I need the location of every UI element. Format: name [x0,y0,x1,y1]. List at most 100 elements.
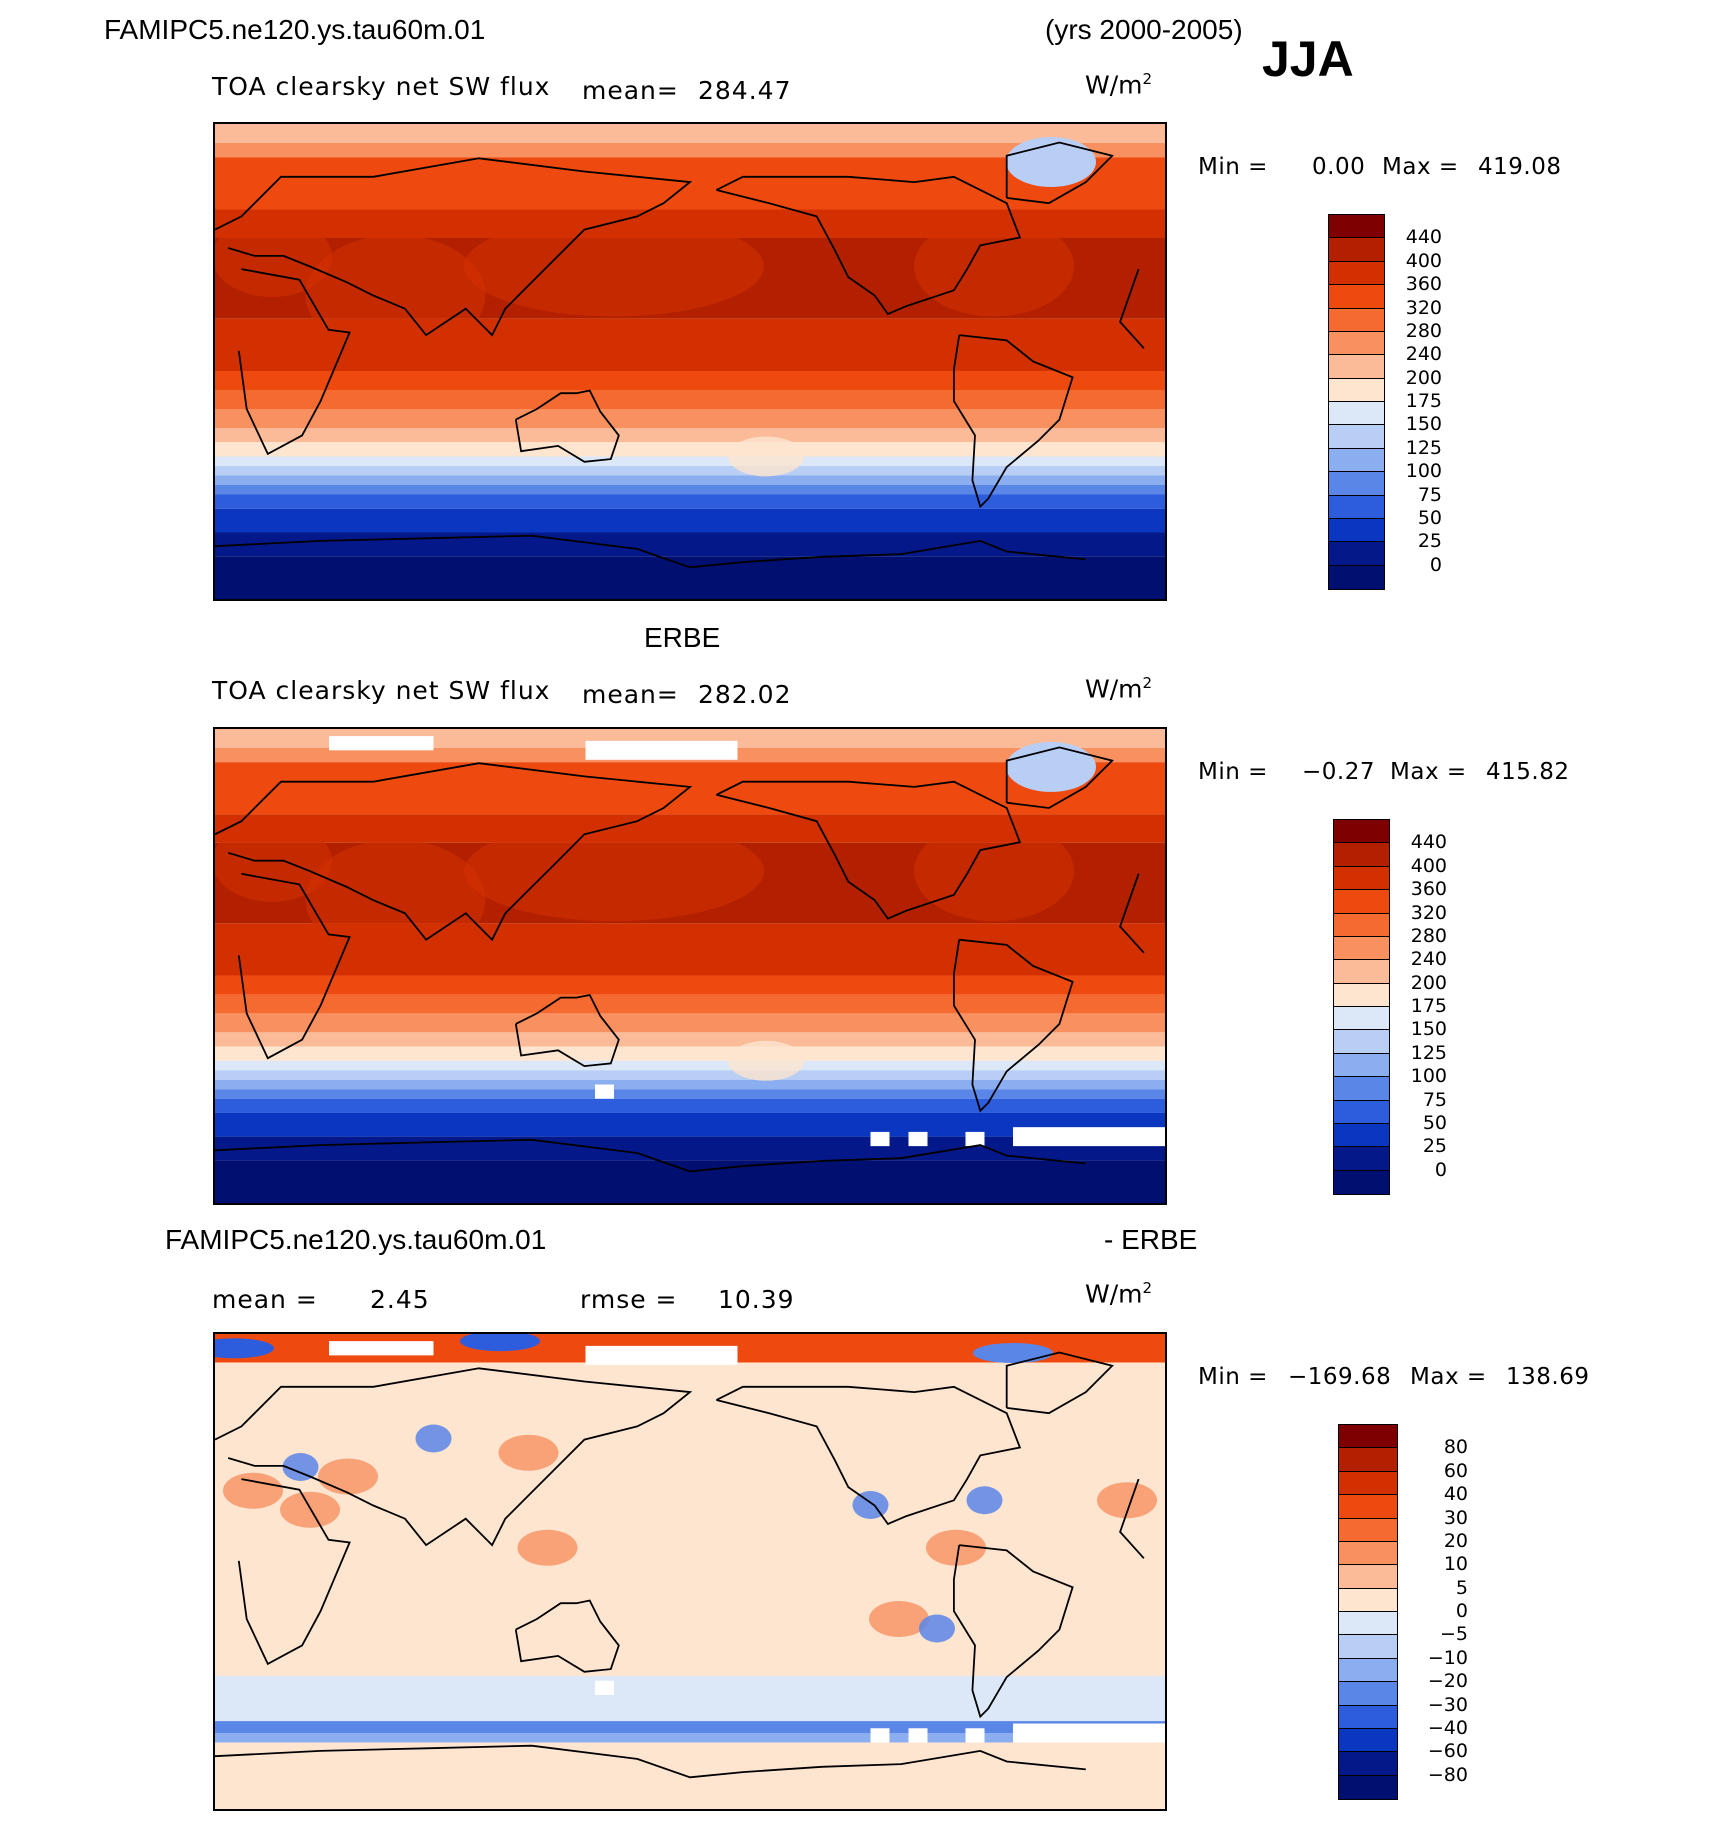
colorbar-tick-label: 400 [1410,854,1447,877]
coastline [215,534,1086,569]
coastline [237,1478,1145,1666]
lat-band [215,494,1165,509]
colorbar-tick-label: 360 [1410,878,1447,901]
colorbar-tick-label: 175 [1410,995,1447,1017]
missing-data [908,1131,928,1147]
missing-data [329,736,434,751]
coastline [1005,141,1114,205]
colorbar-cell [1329,378,1384,402]
southern-band [215,1721,1165,1733]
lat-band [215,1013,1165,1033]
colorbar-cell [1334,1053,1389,1078]
coastline [1005,1351,1114,1415]
coastline [514,389,620,463]
colorbar-cell [1339,1588,1397,1612]
colorbar-tick-label: 0 [1434,1158,1447,1181]
panel2-min-value: −0.27 [1302,759,1375,785]
panel3-units: W/m2 [1085,1279,1153,1309]
panel2-min-label: Min = [1198,759,1268,785]
diff-blotch [280,1491,340,1528]
colorbar-cell [1339,1752,1397,1776]
colorbar-cell [1339,1518,1397,1542]
land-shading [464,216,764,317]
panel1-mean-label: mean= [582,76,679,105]
lat-band [215,1079,1165,1090]
colorbar-cell [1329,238,1384,262]
colorbar-cell [1339,1565,1397,1589]
lat-band [215,1032,1165,1047]
colorbar-cell [1334,913,1389,937]
colorbar-tick-label: 80 [1443,1436,1468,1459]
colorbar-tick-label: −80 [1427,1763,1468,1786]
colorbar-tick-label: 400 [1405,249,1442,272]
colorbar-cell [1339,1775,1397,1799]
missing-data [1013,1723,1165,1743]
lat-band [215,975,1165,995]
lat-band [215,1742,1165,1809]
land-shading [914,821,1074,922]
panel3-max-value: 138.69 [1506,1364,1590,1390]
panel1-colorbar-labels: 440 400 360 320 280 240 200 175 150 125 100 75 50 25 0 [1392,214,1442,588]
colorbar-tick-label: 440 [1405,226,1442,249]
colorbar-cell [1334,1030,1389,1054]
panel3-mean-label: mean = [212,1285,318,1314]
colorbar-cell [1339,1612,1397,1636]
colorbar-tick-label: 240 [1410,948,1447,971]
colorbar-tick-label: 75 [1417,483,1442,506]
lat-band [215,371,1165,390]
colorbar-tick-label: −30 [1427,1693,1468,1716]
panel1-units: W/m2 [1085,70,1153,100]
colorbar-cell [1339,1635,1397,1659]
colorbar-cell [1334,960,1389,984]
lat-band [215,729,1165,748]
missing-data [870,1131,890,1147]
land-shading [914,216,1074,317]
colorbar-cell [1334,866,1389,891]
panel3-rmse-value: 10.39 [718,1285,795,1314]
colorbar-cell [1334,1123,1389,1148]
colorbar-cell [1339,1705,1397,1729]
colorbar-tick-label: 5 [1455,1576,1468,1599]
coastline [215,1744,1086,1779]
lat-band [215,1676,1165,1724]
missing-data [908,1728,928,1743]
panel3-colorbar-labels: 80 60 40 30 20 10 5 0 −5 −10 −20 −30 −40 −60 −80 [1410,1424,1468,1798]
colorbar-tick-label: 100 [1410,1065,1447,1088]
lat-band [215,1089,1165,1099]
diff-blotch [223,1472,283,1509]
colorbar-cell [1334,1170,1389,1194]
colorbar-cell [1334,1100,1389,1124]
colorbar-tick-label: 30 [1443,1506,1468,1529]
colorbar-cell [1334,1147,1389,1171]
colorbar-tick-label: 0 [1429,553,1442,576]
colorbar-tick-label: 50 [1422,1111,1447,1134]
colorbar-cell [1334,820,1389,844]
colorbar-tick-label: −60 [1427,1740,1468,1763]
colorbar-cell [1334,890,1389,914]
colorbar-cell [1329,308,1384,332]
panel3-min-label: Min = [1198,1364,1268,1390]
colorbar-cell [1329,402,1384,426]
colorbar-tick-label: 10 [1443,1553,1468,1576]
panel1-min-value: 0.00 [1312,154,1366,180]
lat-band [215,508,1165,533]
lat-band [215,1098,1165,1113]
panel3-map-plot [215,1334,1165,1809]
land-shading [215,821,332,902]
colorbar-cell [1339,1541,1397,1566]
colorbar-tick-label: −40 [1427,1716,1468,1739]
missing-data [965,1728,985,1743]
diff-blotch [318,1458,378,1495]
missing-data [329,1341,434,1356]
coastline [514,1599,620,1673]
colorbar-tick-label: 360 [1405,273,1442,296]
colorbar-cell [1329,261,1384,286]
panel3-rmse-label: rmse = [580,1285,678,1314]
panel3-max-label: Max = [1410,1364,1487,1390]
colorbar-cell [1329,472,1384,496]
coastline [237,268,1145,456]
colorbar-tick-label: 200 [1405,366,1442,389]
panel3-min-value: −169.68 [1288,1364,1392,1390]
colorbar-tick-label: 125 [1405,436,1442,459]
coastline [953,938,1074,1113]
